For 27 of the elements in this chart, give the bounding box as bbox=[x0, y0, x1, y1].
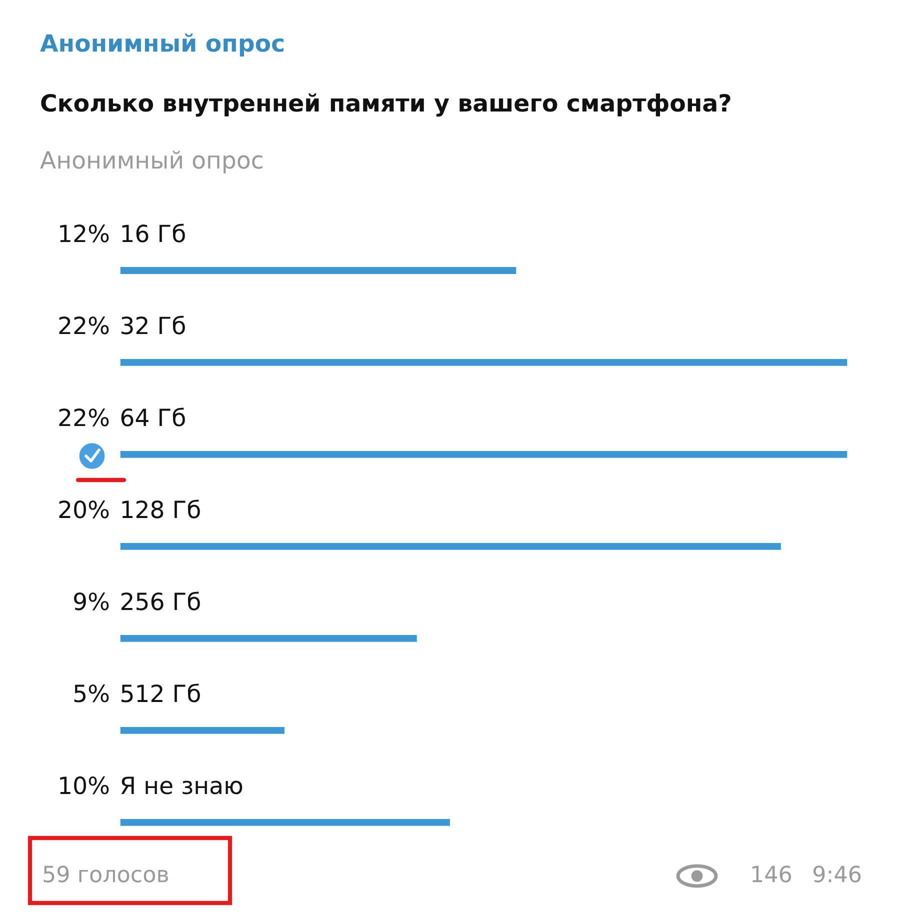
text: Анонимный опрос bbox=[40, 150, 262, 174]
text: 9:46 bbox=[813, 866, 861, 882]
data-label: 22% bbox=[59, 316, 109, 334]
chart-subtitle: Сколько внутренней памяти у вашего смартфона? bbox=[41, 93, 730, 117]
y-tick-label: 64 Гб bbox=[121, 408, 185, 426]
text: 59 голосов bbox=[44, 866, 168, 882]
y-tick-label: 128 Гб bbox=[122, 500, 200, 518]
bar bbox=[120, 450, 848, 460]
data-label: 9% bbox=[74, 592, 109, 610]
bar bbox=[120, 542, 782, 552]
data-label: 12% bbox=[60, 224, 109, 242]
chart-title: Анонимный опрос bbox=[40, 34, 284, 56]
data-label: 20% bbox=[59, 500, 109, 518]
bar bbox=[120, 266, 518, 276]
bar bbox=[120, 634, 418, 644]
text: 146 bbox=[752, 866, 792, 882]
y-tick-label: Я не знаю bbox=[121, 776, 242, 794]
bar bbox=[120, 358, 848, 368]
y-tick-label: 256 Гб bbox=[121, 592, 200, 610]
y-tick-label: 32 Гб bbox=[122, 316, 185, 334]
data-label: 10% bbox=[60, 776, 109, 794]
bar bbox=[120, 818, 452, 828]
data-label: 22% bbox=[59, 408, 109, 426]
data-label: 5% bbox=[74, 684, 109, 702]
y-tick-label: 16 Гб bbox=[122, 224, 185, 242]
bar bbox=[120, 726, 286, 736]
y-tick-label: 512 Гб bbox=[122, 684, 200, 702]
